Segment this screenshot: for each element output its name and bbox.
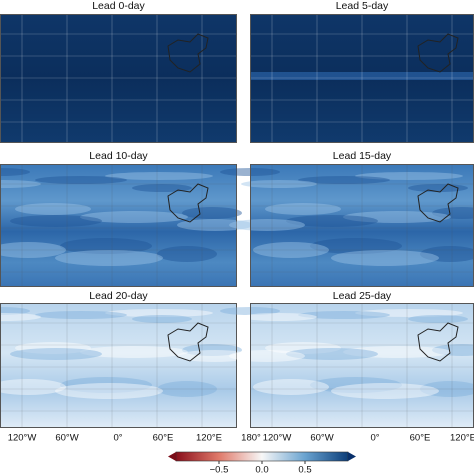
map-blob xyxy=(80,211,188,223)
map-blob xyxy=(60,377,152,393)
map-blob xyxy=(420,246,474,262)
panel-title: Lead 5-day xyxy=(336,0,389,12)
colorbar-tick-label: 0.5 xyxy=(298,465,311,474)
x-tick-label: 120°W xyxy=(8,433,37,444)
map-blob xyxy=(132,315,192,323)
colorbar-tick-label: −0.5 xyxy=(210,465,229,474)
map-blob xyxy=(10,215,102,227)
colorbar xyxy=(175,451,349,462)
map-blob xyxy=(331,383,439,399)
china-outline xyxy=(417,33,459,73)
map-blob xyxy=(408,184,468,192)
map-band xyxy=(250,72,474,80)
x-tick-label: 120°E xyxy=(450,433,474,444)
panel-title: Lead 20-day xyxy=(89,290,148,302)
map-blob xyxy=(253,379,329,395)
map-blob xyxy=(60,238,152,254)
map-blob xyxy=(80,346,188,358)
map-blob xyxy=(286,348,378,360)
map-blob xyxy=(15,203,91,215)
panel-title: Lead 25-day xyxy=(333,290,392,302)
map-blob xyxy=(55,383,163,399)
map-blob xyxy=(432,207,474,219)
map-blob xyxy=(408,315,468,323)
x-tick-label: 60°E xyxy=(410,433,431,444)
map-field xyxy=(250,164,474,287)
china-outline xyxy=(417,183,459,223)
map-blob xyxy=(298,311,390,319)
map-blob xyxy=(157,381,217,397)
colorbar-extend-high xyxy=(348,452,356,461)
x-tick-label: 0° xyxy=(370,433,379,444)
map-blob xyxy=(105,309,213,317)
map-blob xyxy=(35,311,127,319)
map-blob xyxy=(182,207,242,219)
x-tick-label: 0° xyxy=(113,433,122,444)
panel-title: Lead 15-day xyxy=(333,150,392,162)
map-blob xyxy=(182,344,242,356)
map-blob xyxy=(420,381,474,397)
map-blob xyxy=(0,168,30,176)
map-blob xyxy=(265,203,341,215)
china-outline xyxy=(167,322,209,362)
map-blob xyxy=(0,180,41,188)
map-blob xyxy=(105,172,213,180)
map-blob xyxy=(177,219,253,231)
map-blob xyxy=(432,344,474,356)
china-outline xyxy=(167,183,209,223)
map-blob xyxy=(310,238,402,254)
map-blob xyxy=(157,246,217,262)
colorbar-extend-low xyxy=(168,452,176,461)
map-field xyxy=(0,303,237,428)
panel-title: Lead 10-day xyxy=(89,150,148,162)
colorbar-tick-label: 0.0 xyxy=(255,465,268,474)
map-blob xyxy=(132,184,192,192)
china-outline xyxy=(417,322,459,362)
map-blob xyxy=(343,346,451,358)
map-blob xyxy=(0,307,30,315)
map-blob xyxy=(0,313,41,321)
map-blob xyxy=(177,350,253,362)
map-blob xyxy=(35,176,127,184)
map-frame xyxy=(0,164,237,287)
panel-title: Lead 0-day xyxy=(92,0,145,12)
x-tick-label: 60°W xyxy=(310,433,333,444)
map-blob xyxy=(355,172,463,180)
map-blob xyxy=(0,379,66,395)
map-blob xyxy=(241,180,317,188)
map-blob xyxy=(331,250,439,266)
map-blob xyxy=(229,219,305,231)
map-blob xyxy=(286,215,378,227)
map-blob xyxy=(15,342,91,354)
x-tick-label: 60°W xyxy=(55,433,78,444)
map-blob xyxy=(310,377,402,393)
map-blob xyxy=(10,348,102,360)
map-blob xyxy=(355,309,463,317)
map-blob xyxy=(265,342,341,354)
map-field xyxy=(0,14,237,143)
x-tick-label: 60°E xyxy=(153,433,174,444)
x-tick-label: 120°W xyxy=(263,433,292,444)
map-blob xyxy=(253,242,329,258)
map-blob xyxy=(55,250,163,266)
map-frame xyxy=(0,14,237,143)
map-blob xyxy=(241,313,317,321)
map-blob xyxy=(0,242,66,258)
map-frame xyxy=(0,303,237,428)
map-blob xyxy=(298,176,390,184)
china-outline xyxy=(167,33,209,73)
map-blob xyxy=(229,350,305,362)
map-field xyxy=(250,303,474,428)
x-tick-label: 180° xyxy=(241,433,261,444)
x-tick-label: 120°E xyxy=(196,433,222,444)
